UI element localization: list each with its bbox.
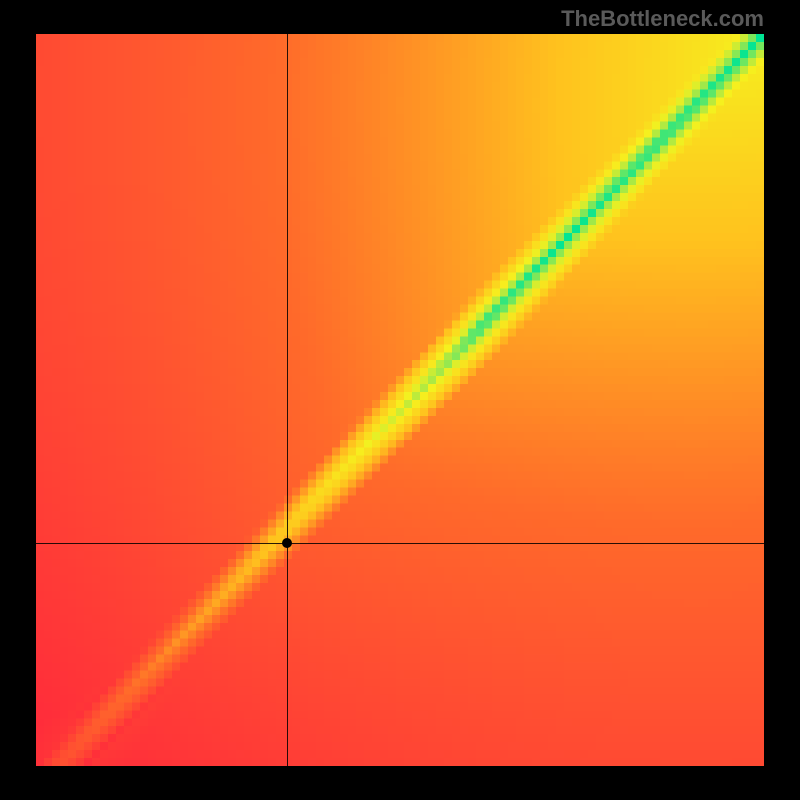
plot-area [36,34,764,766]
chart-container: TheBottleneck.com [0,0,800,800]
heatmap-canvas [36,34,764,766]
attribution-text: TheBottleneck.com [561,6,764,32]
